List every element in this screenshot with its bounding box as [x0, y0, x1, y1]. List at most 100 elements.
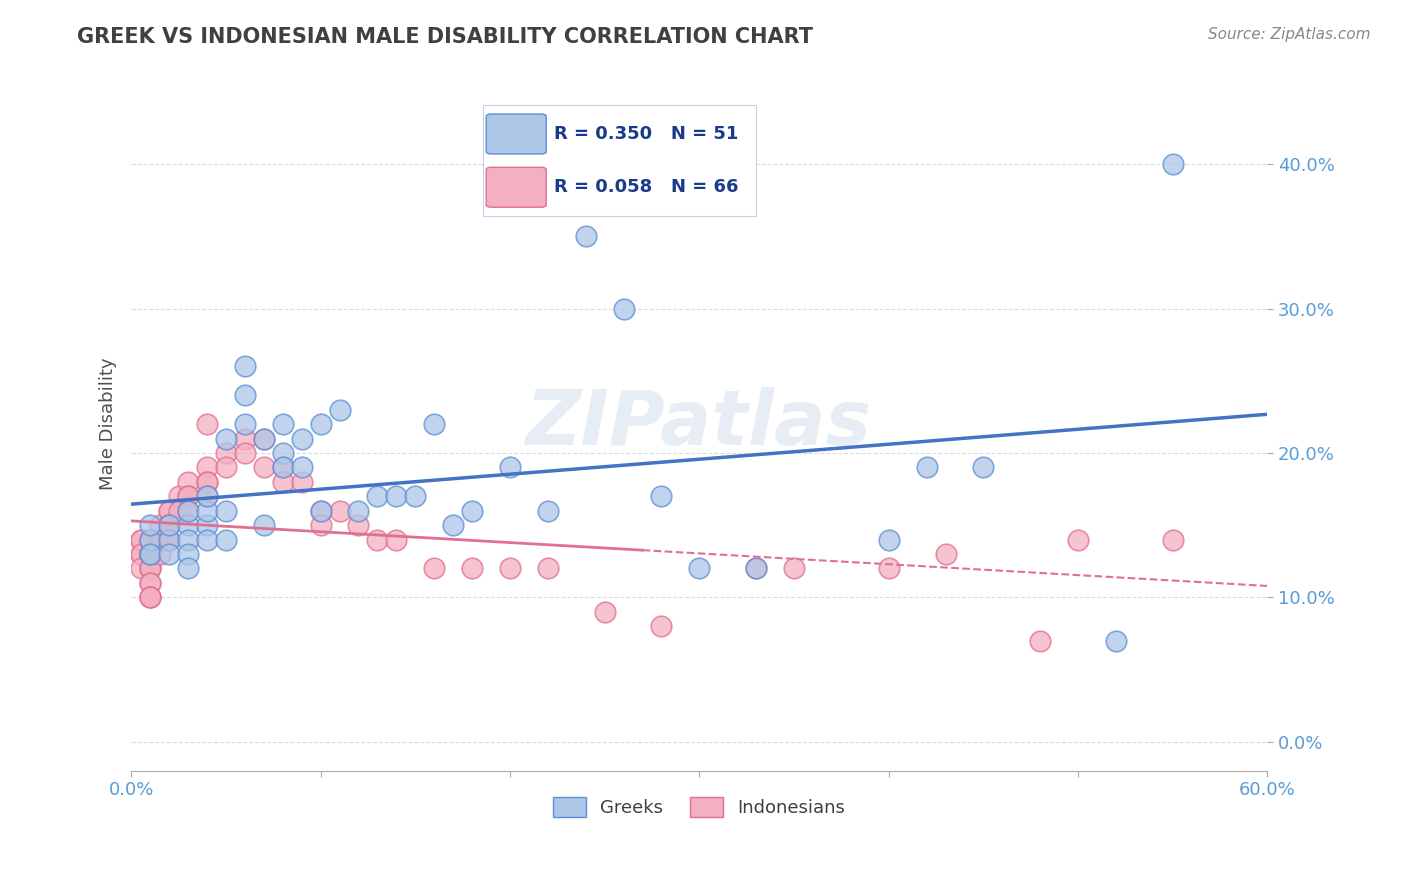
- Point: [1161, 157, 1184, 171]
- Point: [253, 518, 276, 533]
- Point: [613, 301, 636, 316]
- Point: [291, 432, 314, 446]
- Point: [499, 460, 522, 475]
- Point: [745, 561, 768, 575]
- Point: [157, 518, 180, 533]
- Point: [253, 460, 276, 475]
- Point: [139, 547, 162, 561]
- Point: [1105, 633, 1128, 648]
- Point: [253, 432, 276, 446]
- Point: [537, 504, 560, 518]
- Point: [149, 547, 172, 561]
- Point: [139, 591, 162, 605]
- Point: [461, 561, 484, 575]
- Point: [650, 489, 672, 503]
- Point: [233, 432, 256, 446]
- Point: [291, 475, 314, 489]
- Point: [139, 547, 162, 561]
- Text: GREEK VS INDONESIAN MALE DISABILITY CORRELATION CHART: GREEK VS INDONESIAN MALE DISABILITY CORR…: [77, 27, 813, 46]
- Point: [157, 518, 180, 533]
- Point: [329, 402, 352, 417]
- Point: [139, 576, 162, 591]
- Point: [233, 417, 256, 431]
- Point: [309, 518, 332, 533]
- Point: [915, 460, 938, 475]
- Point: [157, 533, 180, 547]
- Point: [745, 561, 768, 575]
- Point: [157, 533, 180, 547]
- Point: [385, 533, 408, 547]
- Point: [129, 547, 152, 561]
- Point: [139, 533, 162, 547]
- Point: [177, 518, 200, 533]
- Point: [215, 432, 238, 446]
- Point: [271, 475, 294, 489]
- Point: [441, 518, 464, 533]
- Point: [1029, 633, 1052, 648]
- Point: [177, 533, 200, 547]
- Point: [195, 533, 218, 547]
- Point: [423, 561, 446, 575]
- Point: [366, 533, 388, 547]
- Y-axis label: Male Disability: Male Disability: [100, 358, 117, 491]
- Point: [139, 518, 162, 533]
- Point: [157, 547, 180, 561]
- Point: [423, 417, 446, 431]
- Point: [129, 533, 152, 547]
- Point: [139, 561, 162, 575]
- Point: [877, 533, 900, 547]
- Point: [650, 619, 672, 633]
- Point: [149, 533, 172, 547]
- Legend: Greeks, Indonesians: Greeks, Indonesians: [546, 789, 852, 824]
- Point: [271, 446, 294, 460]
- Point: [139, 533, 162, 547]
- Point: [404, 489, 426, 503]
- Point: [139, 547, 162, 561]
- Point: [177, 504, 200, 518]
- Point: [215, 533, 238, 547]
- Point: [499, 561, 522, 575]
- Point: [195, 489, 218, 503]
- Point: [177, 475, 200, 489]
- Point: [177, 489, 200, 503]
- Point: [366, 489, 388, 503]
- Point: [157, 504, 180, 518]
- Point: [309, 417, 332, 431]
- Point: [935, 547, 957, 561]
- Point: [271, 460, 294, 475]
- Point: [1161, 533, 1184, 547]
- Point: [233, 388, 256, 402]
- Point: [215, 504, 238, 518]
- Point: [139, 591, 162, 605]
- Point: [157, 518, 180, 533]
- Point: [195, 518, 218, 533]
- Point: [177, 489, 200, 503]
- Point: [195, 475, 218, 489]
- Point: [157, 533, 180, 547]
- Point: [139, 547, 162, 561]
- Point: [129, 561, 152, 575]
- Point: [347, 518, 370, 533]
- Point: [139, 561, 162, 575]
- Point: [195, 504, 218, 518]
- Point: [195, 460, 218, 475]
- Point: [537, 561, 560, 575]
- Point: [129, 547, 152, 561]
- Point: [972, 460, 994, 475]
- Point: [129, 533, 152, 547]
- Point: [149, 518, 172, 533]
- Point: [593, 605, 616, 619]
- Point: [195, 489, 218, 503]
- Point: [157, 504, 180, 518]
- Point: [177, 504, 200, 518]
- Point: [877, 561, 900, 575]
- Text: Source: ZipAtlas.com: Source: ZipAtlas.com: [1208, 27, 1371, 42]
- Point: [139, 561, 162, 575]
- Point: [347, 504, 370, 518]
- Point: [215, 446, 238, 460]
- Point: [195, 417, 218, 431]
- Point: [177, 561, 200, 575]
- Point: [139, 576, 162, 591]
- Point: [271, 417, 294, 431]
- Point: [177, 547, 200, 561]
